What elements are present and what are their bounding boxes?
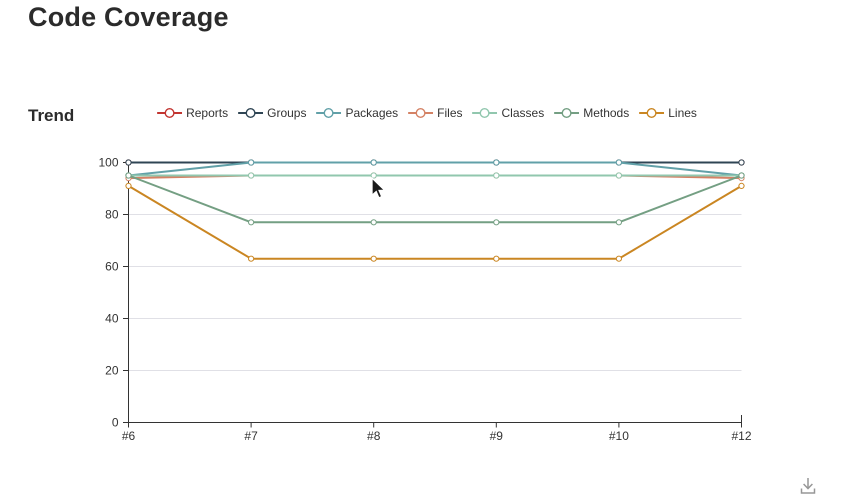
x-axis-labels: #6 #7 #8 #9 #10 #12 xyxy=(122,429,752,443)
groups-legend-icon xyxy=(238,107,264,119)
legend-item-reports[interactable]: Reports xyxy=(157,106,228,120)
legend-item-methods[interactable]: Methods xyxy=(554,106,629,120)
data-point-methods[interactable] xyxy=(370,219,377,226)
series-files xyxy=(125,172,745,182)
series-line-lines xyxy=(127,185,743,260)
y-tick-label: 80 xyxy=(105,208,119,222)
data-point-methods[interactable] xyxy=(738,172,745,179)
x-tick-label: #7 xyxy=(244,429,258,443)
legend-item-lines[interactable]: Lines xyxy=(639,106,697,120)
data-point-lines[interactable] xyxy=(248,255,255,262)
data-point-groups[interactable] xyxy=(738,159,745,166)
legend-label: Groups xyxy=(267,106,307,120)
series-line-packages xyxy=(128,161,742,177)
methods-legend-icon xyxy=(554,107,580,119)
legend-label: Files xyxy=(437,106,463,120)
grid-lines xyxy=(128,162,742,371)
data-point-methods[interactable] xyxy=(248,219,255,226)
data-point-packages[interactable] xyxy=(493,159,500,166)
axes xyxy=(123,161,742,428)
data-point-methods[interactable] xyxy=(493,219,500,226)
y-tick-label: 60 xyxy=(105,260,119,274)
data-point-packages[interactable] xyxy=(248,159,255,166)
packages-legend-icon xyxy=(316,107,342,119)
lines-legend-icon xyxy=(639,107,665,119)
classes-legend-icon xyxy=(472,107,498,119)
series-methods xyxy=(125,172,745,226)
data-point-classes[interactable] xyxy=(493,172,500,179)
x-tick-label: #9 xyxy=(490,429,504,443)
chart-legend: Reports Groups Packages Files Classes Methods… xyxy=(157,106,707,120)
data-point-packages[interactable] xyxy=(615,159,623,166)
series-classes xyxy=(125,172,745,179)
trend-heading: Trend xyxy=(28,106,75,125)
y-tick-label: 20 xyxy=(105,364,119,378)
legend-item-groups[interactable]: Groups xyxy=(238,106,306,120)
y-tick-label: 0 xyxy=(112,416,119,430)
y-tick-label: 40 xyxy=(105,312,119,326)
data-point-lines[interactable] xyxy=(738,182,745,189)
data-point-classes[interactable] xyxy=(248,172,255,179)
files-legend-icon xyxy=(408,107,434,119)
legend-item-packages[interactable]: Packages xyxy=(316,106,398,120)
data-point-lines[interactable] xyxy=(125,182,132,189)
series-line-methods xyxy=(128,174,742,224)
data-point-groups[interactable] xyxy=(125,159,132,166)
legend-item-files[interactable]: Files xyxy=(408,106,463,120)
x-tick-label: #8 xyxy=(367,429,381,443)
legend-label: Methods xyxy=(583,106,630,120)
legend-label: Packages xyxy=(345,106,399,120)
data-point-methods[interactable] xyxy=(125,172,132,179)
page-title: Code Coverage xyxy=(28,2,229,32)
save-as-image-icon[interactable] xyxy=(797,475,819,497)
data-point-lines[interactable] xyxy=(370,255,377,262)
data-point-lines[interactable] xyxy=(493,255,500,262)
y-tick-label: 100 xyxy=(98,156,118,170)
legend-label: Lines xyxy=(668,106,697,120)
reports-legend-icon xyxy=(157,107,183,119)
legend-label: Classes xyxy=(501,106,545,120)
legend-item-classes[interactable]: Classes xyxy=(472,106,545,120)
data-point-methods[interactable] xyxy=(615,219,623,226)
x-tick-label: #12 xyxy=(731,429,751,443)
x-tick-label: #10 xyxy=(609,429,629,443)
x-tick-label: #6 xyxy=(122,429,136,443)
y-axis-labels: 0 20 40 60 80 100 xyxy=(98,156,118,430)
mouse-cursor xyxy=(371,177,387,199)
data-point-classes[interactable] xyxy=(615,172,623,179)
data-point-classes[interactable] xyxy=(370,172,377,179)
series-lines xyxy=(125,182,745,262)
data-point-lines[interactable] xyxy=(615,255,623,262)
data-point-packages[interactable] xyxy=(370,159,377,166)
legend-label: Reports xyxy=(186,106,229,120)
